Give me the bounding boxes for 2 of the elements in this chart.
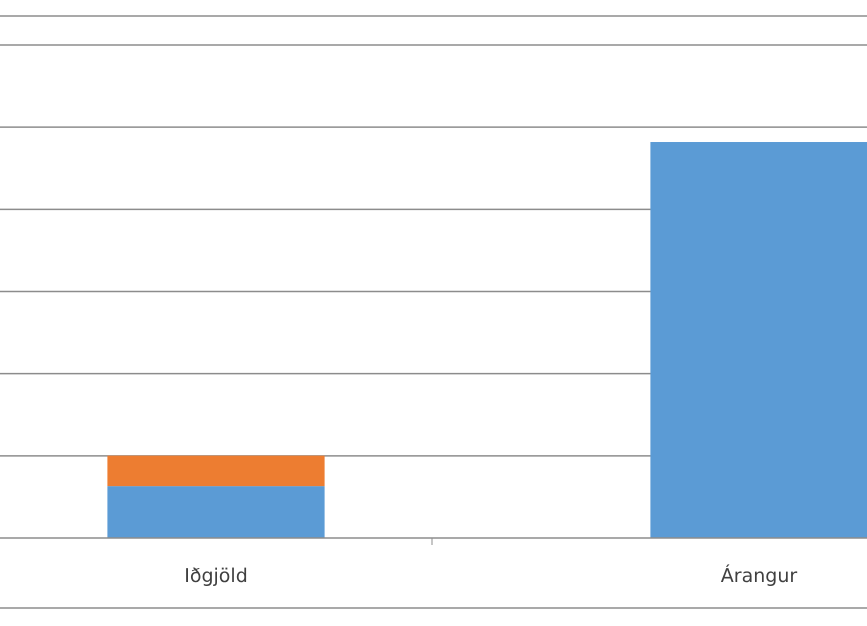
x-tick-label: Iðgjöld [184, 565, 248, 587]
x-tick-label: Árangur [720, 564, 798, 587]
